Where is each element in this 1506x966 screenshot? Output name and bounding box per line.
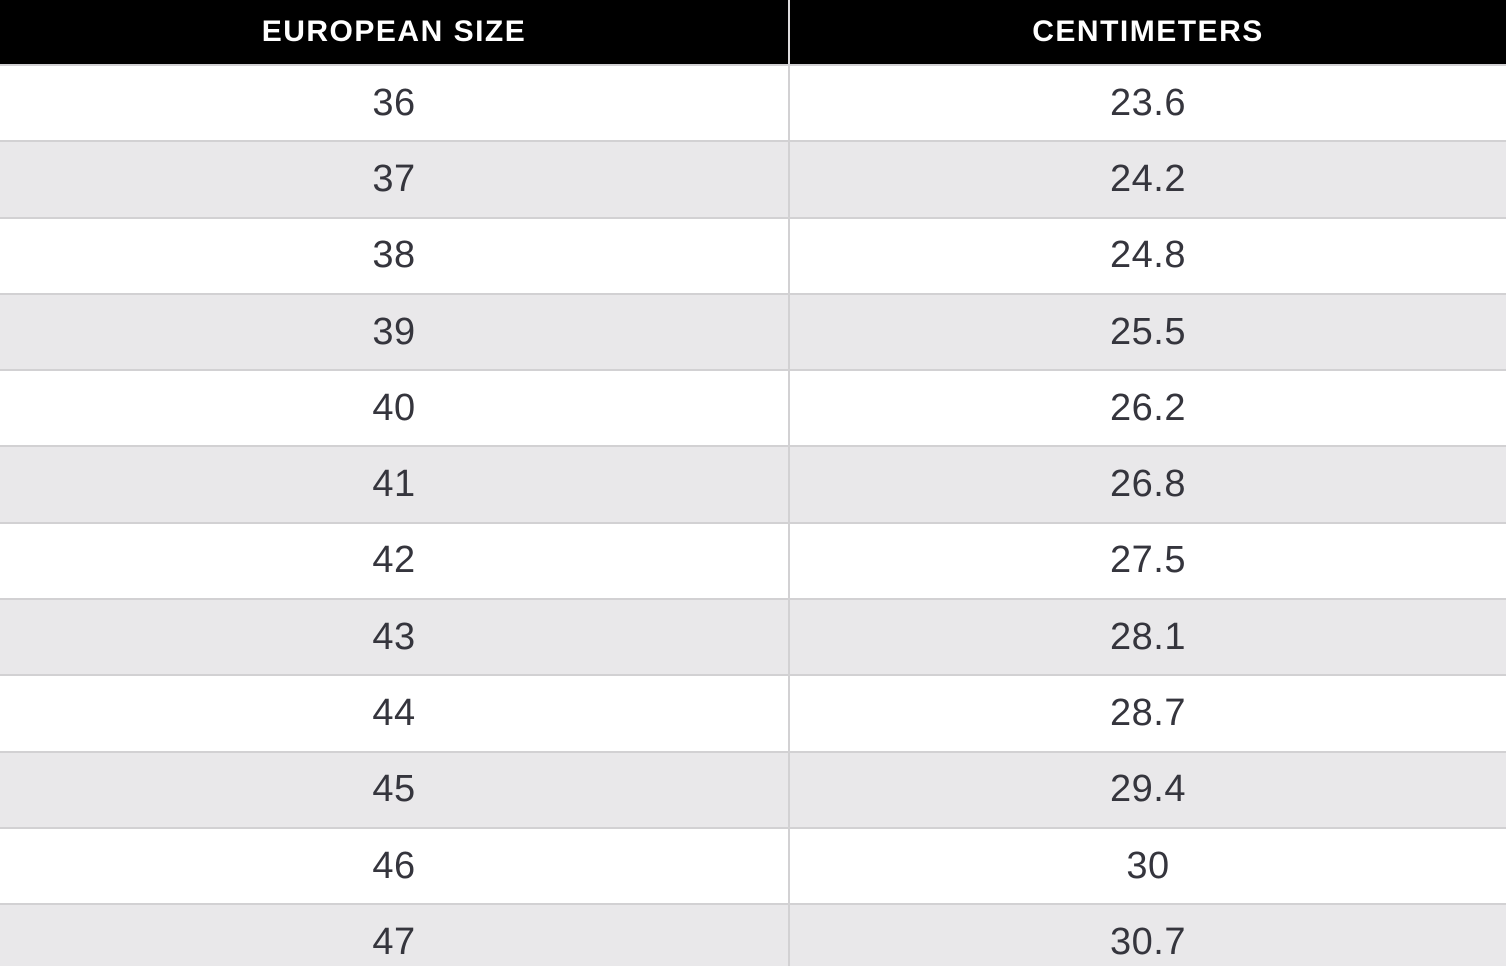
table-body: 36 23.6 37 24.2 38 24.8 39 25.5 40 26.2 …	[0, 64, 1506, 966]
column-header-european-size: EUROPEAN SIZE	[261, 15, 527, 48]
centimeters-cell: 26.2	[788, 371, 1506, 446]
european-size-cell: 47	[372, 920, 416, 963]
centimeters-cell: 26.8	[788, 447, 1506, 522]
european-size-cell: 43	[372, 615, 416, 658]
table-row: 40 26.2	[0, 369, 1506, 446]
table-row: 44 28.7	[0, 674, 1506, 751]
european-size-cell: 37	[372, 157, 416, 200]
table-row: 36 23.6	[0, 64, 1506, 141]
centimeters-cell: 24.8	[788, 218, 1506, 293]
european-size-cell: 45	[372, 768, 416, 811]
european-size-cell: 46	[372, 844, 416, 887]
table-row: 38 24.8	[0, 216, 1506, 293]
table-row: 45 29.4	[0, 750, 1506, 827]
table-row: 39 25.5	[0, 292, 1506, 370]
table-header-row: EUROPEAN SIZE CENTIMETERS	[0, 0, 1506, 64]
table-row: 47 30.7	[0, 903, 1506, 966]
column-header-centimeters: CENTIMETERS	[788, 0, 1506, 64]
european-size-cell: 42	[372, 539, 416, 582]
centimeters-cell: 30	[788, 828, 1506, 904]
centimeters-cell: 27.5	[788, 523, 1506, 599]
centimeters-cell: 24.2	[788, 142, 1506, 217]
centimeters-cell: 28.1	[788, 600, 1506, 675]
table-row: 41 26.8	[0, 445, 1506, 522]
centimeters-cell: 25.5	[788, 294, 1506, 370]
european-size-cell: 36	[372, 81, 416, 124]
table-row: 37 24.2	[0, 140, 1506, 217]
centimeters-cell: 29.4	[788, 752, 1506, 827]
european-size-cell: 41	[372, 463, 416, 506]
table-row: 43 28.1	[0, 598, 1506, 675]
european-size-cell: 38	[372, 234, 416, 277]
centimeters-cell: 23.6	[788, 66, 1506, 141]
european-size-cell: 39	[372, 310, 416, 353]
european-size-cell: 40	[372, 386, 416, 429]
table-row: 42 27.5	[0, 521, 1506, 599]
centimeters-cell: 28.7	[788, 676, 1506, 751]
centimeters-cell: 30.7	[788, 905, 1506, 966]
table-row: 46 30	[0, 826, 1506, 904]
european-size-cell: 44	[372, 692, 416, 735]
